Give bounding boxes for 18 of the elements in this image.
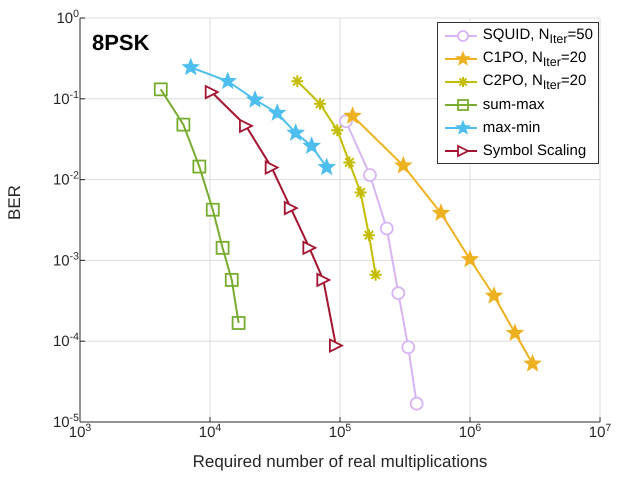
y-axis-title: BER (5, 185, 24, 220)
legend-label: max-min (482, 119, 540, 136)
legend-label: SQUID, N$_{Iter}$=50 (482, 26, 593, 46)
x-tick-label: 10$^{4}$ (198, 422, 222, 441)
y-tick-label: 10$^{-1}$ (52, 88, 80, 108)
legend-label: Symbol Scaling (482, 142, 586, 159)
x-tick-label: 10$^{6}$ (458, 422, 482, 441)
x-axis-title: Required number of real multiplications (192, 452, 488, 471)
x-tick-label: 10$^{5}$ (328, 422, 352, 441)
y-tick-label: 10$^{0}$ (56, 8, 80, 27)
legend-label: sum-max (482, 96, 544, 113)
legend-label: C1PO, N$_{Iter}$=20 (482, 48, 586, 68)
y-tick-label: 10$^{-3}$ (52, 250, 80, 270)
y-tick-label: 10$^{-4}$ (52, 331, 80, 350)
x-tick-label: 10$^{7}$ (588, 422, 612, 441)
legend-label: C2PO, N$_{Iter}$=20 (482, 72, 586, 92)
y-tick-label: 10$^{-2}$ (52, 170, 80, 189)
text: 8PSK (92, 30, 150, 56)
